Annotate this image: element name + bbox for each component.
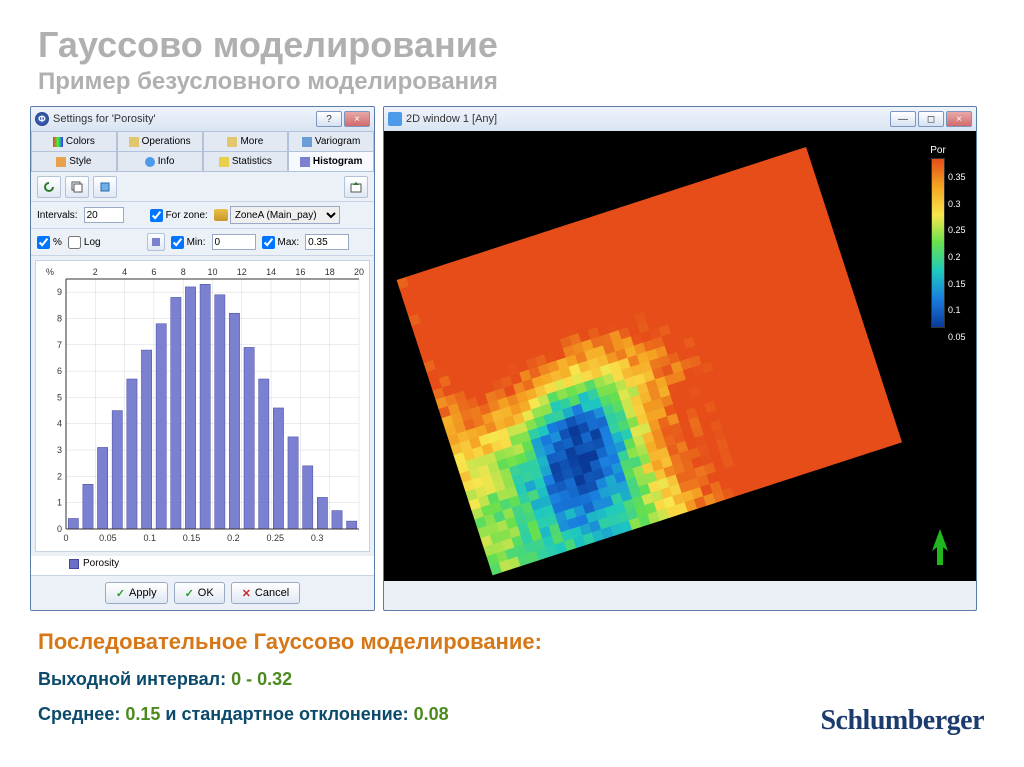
histogram-chart: 0123456789%246810121416182000.050.10.150… xyxy=(35,260,370,552)
settings-titlebar[interactable]: Φ Settings for 'Porosity' ? × xyxy=(31,107,374,131)
svg-text:0.3: 0.3 xyxy=(311,533,324,543)
svg-text:3: 3 xyxy=(57,445,62,455)
viewer-title: 2D window 1 [Any] xyxy=(406,113,497,125)
percent-check[interactable]: % xyxy=(37,236,62,249)
viewer-app-icon xyxy=(388,112,402,126)
export-button[interactable] xyxy=(344,176,368,198)
legend-label: Porosity xyxy=(83,558,119,569)
pencil-icon xyxy=(56,157,66,167)
svg-text:9: 9 xyxy=(57,287,62,297)
filter-button[interactable] xyxy=(147,233,165,251)
svg-text:0.25: 0.25 xyxy=(267,533,285,543)
svg-text:8: 8 xyxy=(57,313,62,323)
svg-text:4: 4 xyxy=(57,419,62,429)
maximize-button[interactable]: ◻ xyxy=(918,111,944,127)
viewer-canvas[interactable]: Por 0.350.30.250.20.150.10.05 xyxy=(384,131,976,581)
info-icon xyxy=(145,157,155,167)
svg-text:10: 10 xyxy=(207,267,217,277)
svg-text:0: 0 xyxy=(63,533,68,543)
svg-text:0: 0 xyxy=(57,524,62,534)
close-button[interactable]: × xyxy=(946,111,972,127)
layers-icon xyxy=(214,209,228,221)
ok-button[interactable]: ✓OK xyxy=(174,582,225,604)
max-check[interactable]: Max: xyxy=(262,236,300,249)
help-button[interactable]: ? xyxy=(316,111,342,127)
svg-text:20: 20 xyxy=(354,267,364,277)
params-row-2: % Log Min: Max: xyxy=(31,229,374,256)
settings-window: Φ Settings for 'Porosity' ? × Colors Ope… xyxy=(30,106,375,611)
attach-button[interactable] xyxy=(93,176,117,198)
viewer-titlebar[interactable]: 2D window 1 [Any] — ◻ × xyxy=(384,107,976,131)
close-button[interactable]: × xyxy=(344,111,370,127)
svg-text:2: 2 xyxy=(57,471,62,481)
svg-text:7: 7 xyxy=(57,340,62,350)
settings-tabs: Colors Operations More Variogram Style I… xyxy=(31,131,374,172)
svg-text:1: 1 xyxy=(57,498,62,508)
tab-info[interactable]: Info xyxy=(117,151,203,171)
slide-title: Гауссово моделирование xyxy=(0,0,1024,66)
svg-text:2: 2 xyxy=(93,267,98,277)
minimize-button[interactable]: — xyxy=(890,111,916,127)
refresh-button[interactable] xyxy=(37,176,61,198)
svg-text:0.05: 0.05 xyxy=(99,533,117,543)
slide-subtitle: Пример безусловного моделирования xyxy=(0,66,1024,106)
svg-text:6: 6 xyxy=(57,366,62,376)
content-row: Φ Settings for 'Porosity' ? × Colors Ope… xyxy=(0,106,1024,611)
dialog-buttons: ✓Apply ✓OK ✕Cancel xyxy=(31,575,374,610)
stats-icon xyxy=(219,157,229,167)
settings-toolbar xyxy=(31,172,374,202)
logo: Schlumberger xyxy=(820,705,984,737)
tab-more[interactable]: More xyxy=(203,131,289,151)
svg-text:8: 8 xyxy=(181,267,186,277)
tab-colors[interactable]: Colors xyxy=(31,131,117,151)
svg-text:12: 12 xyxy=(237,267,247,277)
svg-text:6: 6 xyxy=(151,267,156,277)
tab-operations[interactable]: Operations xyxy=(117,131,203,151)
cancel-button[interactable]: ✕Cancel xyxy=(231,582,300,604)
folder-icon xyxy=(129,137,139,147)
apply-button[interactable]: ✓Apply xyxy=(105,582,168,604)
tab-statistics[interactable]: Statistics xyxy=(203,151,289,171)
forzone-check[interactable]: For zone: xyxy=(150,209,208,222)
tab-variogram[interactable]: Variogram xyxy=(288,131,374,151)
chart-icon xyxy=(302,137,312,147)
svg-text:4: 4 xyxy=(122,267,127,277)
bottom-heading: Последовательное Гауссово моделирование: xyxy=(38,629,1024,655)
intervals-input[interactable] xyxy=(84,207,124,223)
colorbar: Por 0.350.30.250.20.150.10.05 xyxy=(914,145,962,328)
svg-text:16: 16 xyxy=(295,267,305,277)
svg-text:14: 14 xyxy=(266,267,276,277)
histogram-icon xyxy=(300,157,310,167)
min-check[interactable]: Min: xyxy=(171,236,206,249)
folder-icon xyxy=(227,137,237,147)
min-input[interactable] xyxy=(212,234,256,250)
forzone-select[interactable]: ZoneA (Main_pay) xyxy=(230,206,340,224)
intervals-label: Intervals: xyxy=(37,210,78,221)
svg-text:0.1: 0.1 xyxy=(143,533,156,543)
chart-legend: Porosity xyxy=(31,556,374,575)
settings-title: Settings for 'Porosity' xyxy=(53,113,156,125)
copy-button[interactable] xyxy=(65,176,89,198)
colorbar-labels: 0.350.30.250.20.150.10.05 xyxy=(948,172,966,342)
tab-style[interactable]: Style xyxy=(31,151,117,171)
svg-text:5: 5 xyxy=(57,392,62,402)
app-icon: Φ xyxy=(35,112,49,126)
svg-text:%: % xyxy=(46,267,54,277)
colorbar-gradient xyxy=(931,158,945,328)
max-input[interactable] xyxy=(305,234,349,250)
north-arrow-icon xyxy=(926,527,954,567)
palette-icon xyxy=(53,137,63,147)
colorbar-title: Por xyxy=(914,145,962,156)
svg-text:0.15: 0.15 xyxy=(183,533,201,543)
viewer-window: 2D window 1 [Any] — ◻ × Por 0.350.30.250… xyxy=(383,106,977,611)
svg-text:0.2: 0.2 xyxy=(227,533,240,543)
tab-histogram[interactable]: Histogram xyxy=(288,151,374,171)
svg-text:18: 18 xyxy=(325,267,335,277)
params-row-1: Intervals: For zone: ZoneA (Main_pay) xyxy=(31,202,374,229)
legend-swatch xyxy=(69,559,79,569)
log-check[interactable]: Log xyxy=(68,236,101,249)
bottom-interval: Выходной интервал: 0 - 0.32 xyxy=(38,669,1024,690)
